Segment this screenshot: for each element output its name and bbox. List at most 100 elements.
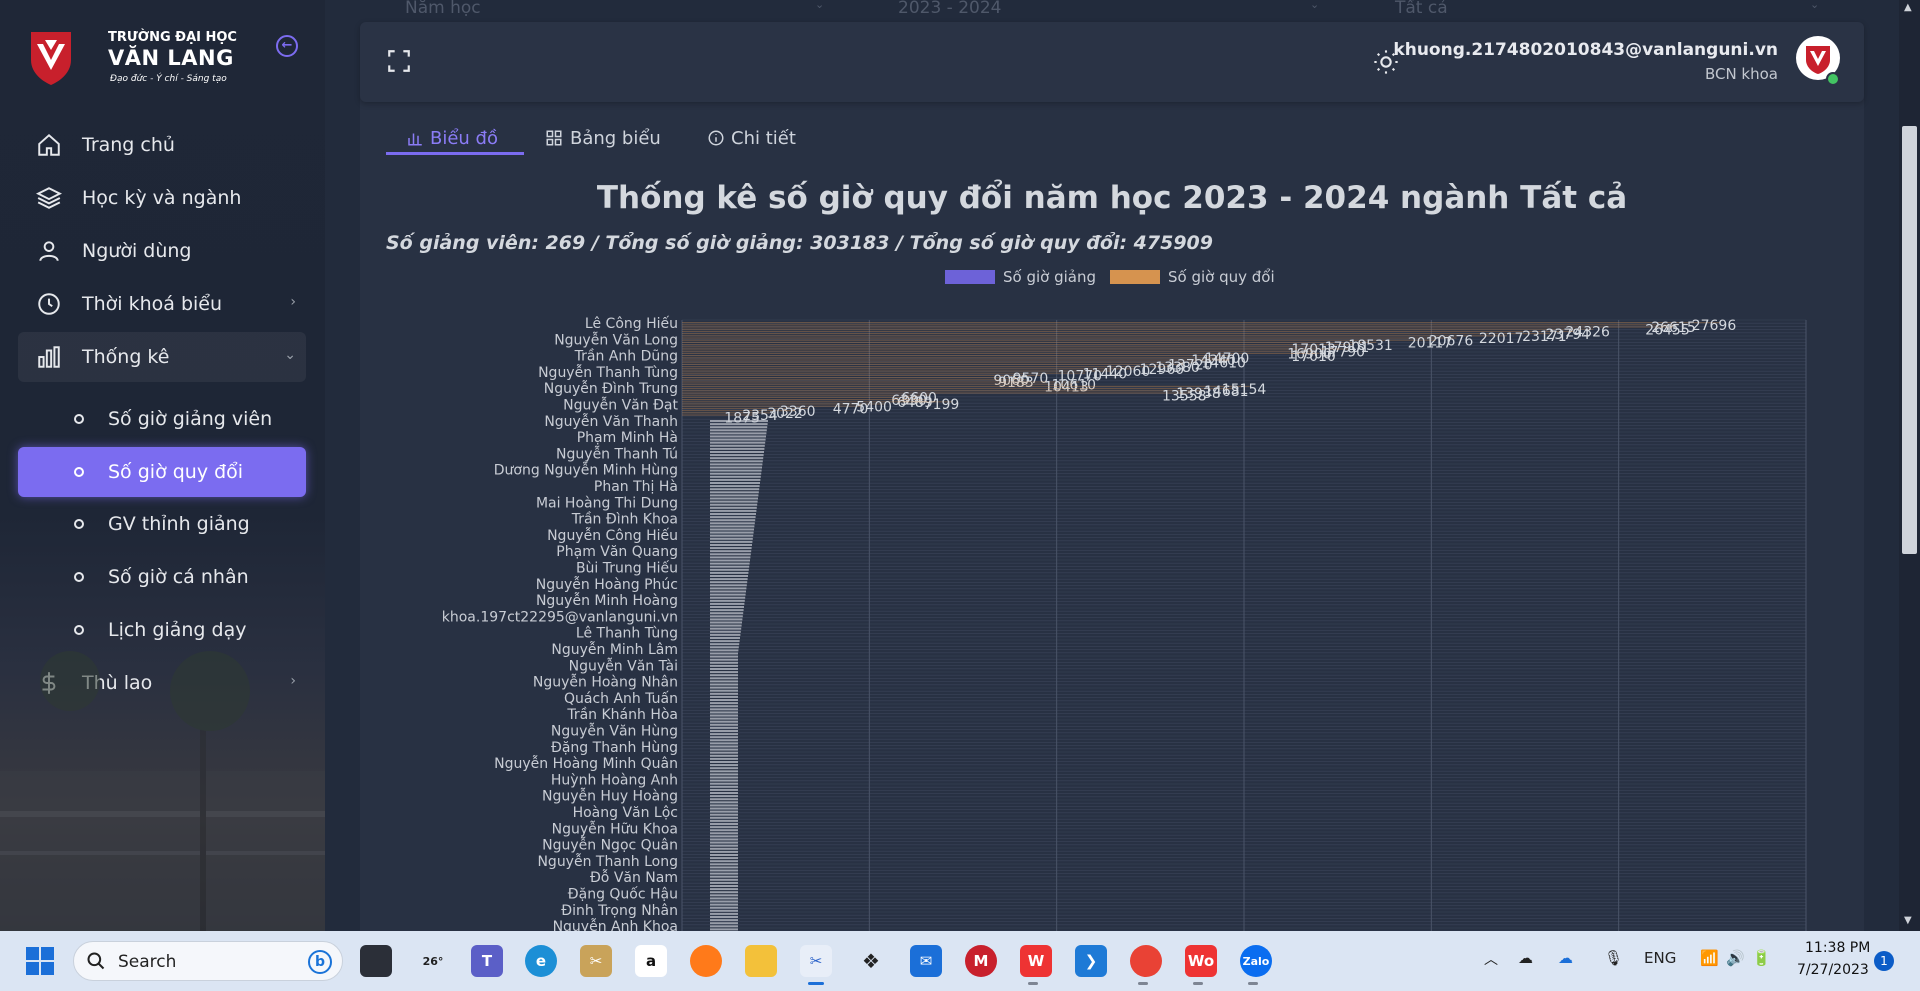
bar-converted[interactable] bbox=[682, 322, 1720, 324]
bar-small[interactable] bbox=[710, 832, 738, 835]
tray-chevron-up-icon[interactable]: ︿ bbox=[1484, 952, 1498, 968]
chrome-icon[interactable] bbox=[1130, 945, 1162, 977]
bar-small[interactable] bbox=[710, 730, 738, 732]
bar-converted[interactable] bbox=[682, 410, 796, 412]
bar-converted[interactable] bbox=[682, 412, 771, 414]
bar-small[interactable] bbox=[710, 906, 738, 909]
bar-small[interactable] bbox=[710, 420, 768, 422]
bar-small[interactable] bbox=[710, 736, 738, 739]
bar-small[interactable] bbox=[710, 866, 738, 869]
bar-small[interactable] bbox=[710, 838, 738, 841]
bar-small[interactable] bbox=[710, 801, 738, 804]
bar-small[interactable] bbox=[710, 742, 738, 745]
bar-small[interactable] bbox=[710, 655, 738, 658]
bar-small[interactable] bbox=[710, 513, 756, 515]
firefox-icon[interactable] bbox=[690, 945, 722, 977]
scroll-up-icon[interactable]: ▲ bbox=[1904, 2, 1912, 13]
bar-small[interactable] bbox=[710, 609, 744, 612]
cloud-icon[interactable]: ☁ bbox=[1518, 949, 1533, 967]
bar-small[interactable] bbox=[710, 757, 738, 760]
bar-converted[interactable] bbox=[682, 403, 885, 405]
scrollbar-thumb[interactable] bbox=[1902, 126, 1917, 554]
bar-small[interactable] bbox=[710, 637, 740, 639]
bar-small[interactable] bbox=[710, 819, 738, 822]
bar-small[interactable] bbox=[710, 919, 738, 922]
bar-small[interactable] bbox=[710, 522, 755, 525]
bar-converted[interactable] bbox=[682, 368, 1134, 370]
bar-small[interactable] bbox=[710, 506, 757, 509]
bar-small[interactable] bbox=[710, 423, 768, 426]
bar-small[interactable] bbox=[710, 451, 764, 453]
edge-icon[interactable]: e bbox=[525, 945, 557, 977]
bar-converted[interactable] bbox=[682, 333, 1551, 335]
bar-converted[interactable] bbox=[682, 401, 952, 403]
fullscreen-icon[interactable] bbox=[386, 48, 412, 74]
sidebar-subitem-teaching-schedule[interactable]: Lịch giảng dạy bbox=[18, 605, 306, 655]
bar-small[interactable] bbox=[710, 717, 738, 720]
teams-icon[interactable]: T bbox=[471, 945, 503, 977]
bar-small[interactable] bbox=[710, 900, 738, 903]
tab-details[interactable]: Chi tiết bbox=[707, 120, 796, 156]
bar-small[interactable] bbox=[710, 823, 738, 825]
tab-chart[interactable]: Biểu đồ bbox=[406, 120, 498, 156]
bar-small[interactable] bbox=[710, 885, 738, 887]
bar-small[interactable] bbox=[710, 447, 765, 450]
bar-small[interactable] bbox=[710, 658, 738, 661]
bar-small[interactable] bbox=[710, 692, 738, 695]
bar-small[interactable] bbox=[710, 751, 738, 754]
bar-small[interactable] bbox=[710, 540, 753, 543]
bar-small[interactable] bbox=[710, 621, 742, 624]
volume-icon[interactable]: 🔊 bbox=[1726, 949, 1745, 967]
bar-converted[interactable] bbox=[682, 352, 1320, 354]
bar-converted[interactable] bbox=[682, 328, 1594, 330]
sidebar-item-users[interactable]: Người dùng bbox=[18, 226, 306, 276]
bar-small[interactable] bbox=[710, 699, 738, 701]
bar-small[interactable] bbox=[710, 863, 738, 866]
bar-converted[interactable] bbox=[682, 390, 1205, 392]
bar-converted[interactable] bbox=[682, 326, 1674, 328]
bar-small[interactable] bbox=[710, 847, 738, 850]
sidebar-subitem-visiting-lecturers[interactable]: GV thỉnh giảng bbox=[18, 499, 306, 549]
bar-small[interactable] bbox=[710, 674, 738, 677]
snip-tool-icon[interactable]: ✂ bbox=[800, 945, 832, 977]
year-value-select[interactable]: 2023 - 2024 ⌄ bbox=[898, 0, 1319, 18]
bar-small[interactable] bbox=[710, 478, 761, 481]
bar-small[interactable] bbox=[710, 516, 756, 519]
mail-icon[interactable]: ✉ bbox=[910, 945, 942, 977]
bar-converted[interactable] bbox=[682, 394, 930, 396]
bar-small[interactable] bbox=[710, 568, 749, 571]
taskbar-search[interactable]: Search b bbox=[73, 941, 343, 981]
bar-converted[interactable] bbox=[682, 381, 1080, 383]
bar-small[interactable] bbox=[710, 897, 738, 900]
bar-small[interactable] bbox=[710, 767, 738, 770]
bar-small[interactable] bbox=[710, 500, 758, 503]
bar-converted[interactable] bbox=[682, 385, 1250, 387]
bar-small[interactable] bbox=[710, 835, 738, 838]
bar-small[interactable] bbox=[710, 432, 767, 435]
bar-converted[interactable] bbox=[682, 324, 1680, 326]
bar-converted[interactable] bbox=[682, 379, 1027, 381]
bar-small[interactable] bbox=[710, 497, 758, 500]
bar-small[interactable] bbox=[710, 785, 738, 788]
bar-small[interactable] bbox=[710, 482, 760, 484]
bar-small[interactable] bbox=[710, 531, 754, 534]
bar-small[interactable] bbox=[710, 556, 751, 559]
bar-small[interactable] bbox=[710, 426, 768, 429]
bar-small[interactable] bbox=[710, 770, 738, 773]
bar-converted[interactable] bbox=[682, 370, 1111, 372]
sidebar-item-home[interactable]: Trang chủ bbox=[18, 120, 306, 170]
battery-icon[interactable]: 🔋 bbox=[1752, 949, 1771, 967]
sidebar-subitem-personal-hours[interactable]: Số giờ cá nhân bbox=[18, 552, 306, 602]
bar-small[interactable] bbox=[710, 559, 750, 562]
bar-small[interactable] bbox=[710, 683, 738, 686]
bar-small[interactable] bbox=[710, 661, 738, 664]
bar-small[interactable] bbox=[710, 711, 738, 714]
bar-small[interactable] bbox=[710, 739, 738, 742]
bar-small[interactable] bbox=[710, 528, 754, 531]
bar-small[interactable] bbox=[710, 841, 738, 844]
snipping-app-icon[interactable]: ✂ bbox=[580, 945, 612, 977]
bar-converted[interactable] bbox=[682, 330, 1574, 332]
bar-converted[interactable] bbox=[682, 350, 1316, 352]
bar-converted[interactable] bbox=[682, 396, 920, 398]
bar-small[interactable] bbox=[710, 640, 740, 643]
